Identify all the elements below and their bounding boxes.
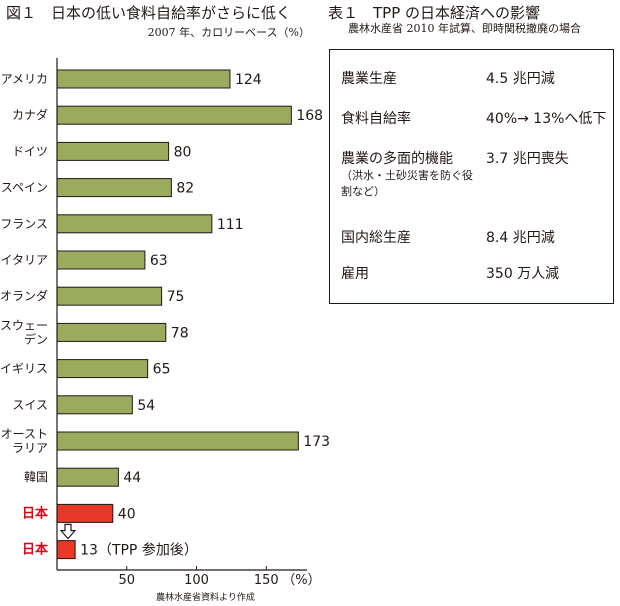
category-label: 韓国 [24, 470, 48, 484]
value-label: 168 [296, 108, 323, 124]
figure-subtitle: 2007 年、カロリーベース（%） [147, 26, 310, 39]
bar-chart: 124 アメリカ 168 カナダ 80 ドイツ 82 スペイン 111 フランス 63 イタリア 75 オ… [0, 58, 330, 588]
value-label: 111 [217, 217, 244, 233]
row-label: 農業生産 [341, 71, 397, 87]
bar-9 [56, 359, 149, 379]
value-label: 54 [137, 398, 155, 414]
bar-10 [56, 395, 133, 415]
category-label: カナダ [12, 107, 48, 122]
row-value: 40%→ 13%へ低下 [486, 111, 607, 127]
category-label: 日本 [22, 542, 48, 558]
value-label: 173 [303, 434, 330, 450]
value-label: 80 [174, 144, 192, 160]
row-label: 食料自給率 [341, 111, 411, 127]
table-subtitle: 農林水産省 2010 年試算、即時関税撤廃の場合 [348, 22, 581, 35]
source-note: 農林水産省資料より作成 [156, 593, 255, 603]
value-label: 63 [150, 253, 168, 269]
row-value: 3.7 兆円喪失 [486, 151, 569, 167]
value-label: 124 [235, 72, 262, 88]
value-label: 13（TPP 参加後） [80, 542, 198, 559]
value-label: 75 [167, 289, 185, 305]
bar-5 [56, 214, 213, 234]
category-label: アメリカ [1, 72, 48, 86]
bar-1 [56, 69, 231, 89]
row-label: 国内総生産 [341, 230, 411, 246]
category-label: スペイン [1, 181, 48, 195]
x-tick-label: 100 [184, 573, 209, 588]
table-title: 表１ TPP の日本経済への影響 [328, 4, 541, 22]
category-label: スウェーデン [0, 318, 48, 346]
row-value: 4.5 兆円減 [486, 71, 555, 87]
row-note: （洪水・土砂災害を防ぐ役割など） [341, 169, 473, 198]
bar-12 [56, 467, 119, 487]
category-label: ドイツ [12, 144, 48, 158]
down-arrow-icon [59, 523, 77, 540]
category-label: スイス [12, 398, 48, 412]
bar-14 [56, 540, 76, 560]
value-label: 40 [118, 506, 136, 522]
category-label: イギリス [0, 362, 48, 376]
impact-table: 農業生産 4.5 兆円減 食料自給率 40%→ 13%へ低下 農業の多面的機能 … [329, 49, 614, 304]
bar-6 [56, 250, 146, 270]
category-label: オーストラリア [1, 427, 48, 455]
bar-7 [56, 286, 163, 306]
category-label: フランス [0, 217, 48, 231]
value-label: 65 [153, 362, 171, 378]
bar-13 [56, 503, 114, 523]
bar-11 [56, 431, 299, 451]
bar-4 [56, 178, 172, 198]
row-value: 350 万人減 [486, 266, 560, 282]
x-tick-label: 50 [118, 573, 135, 588]
figure-title: 図１ 日本の低い食料自給率がさらに低く [6, 4, 292, 22]
bar-3 [56, 141, 170, 161]
value-label: 78 [171, 325, 189, 341]
row-label: 農業の多面的機能 [341, 151, 453, 167]
bar-2 [56, 105, 292, 125]
bar-8 [56, 322, 167, 342]
category-label: イタリア [0, 253, 48, 267]
value-label: 44 [123, 470, 141, 486]
category-label: 日本 [22, 505, 48, 521]
value-label: 82 [176, 181, 194, 197]
x-unit-label: （%） [282, 573, 320, 588]
x-tick-label: 150 [254, 573, 279, 588]
row-label: 雇用 [341, 266, 369, 282]
row-value: 8.4 兆円減 [486, 230, 555, 246]
category-label: オランダ [0, 288, 48, 303]
